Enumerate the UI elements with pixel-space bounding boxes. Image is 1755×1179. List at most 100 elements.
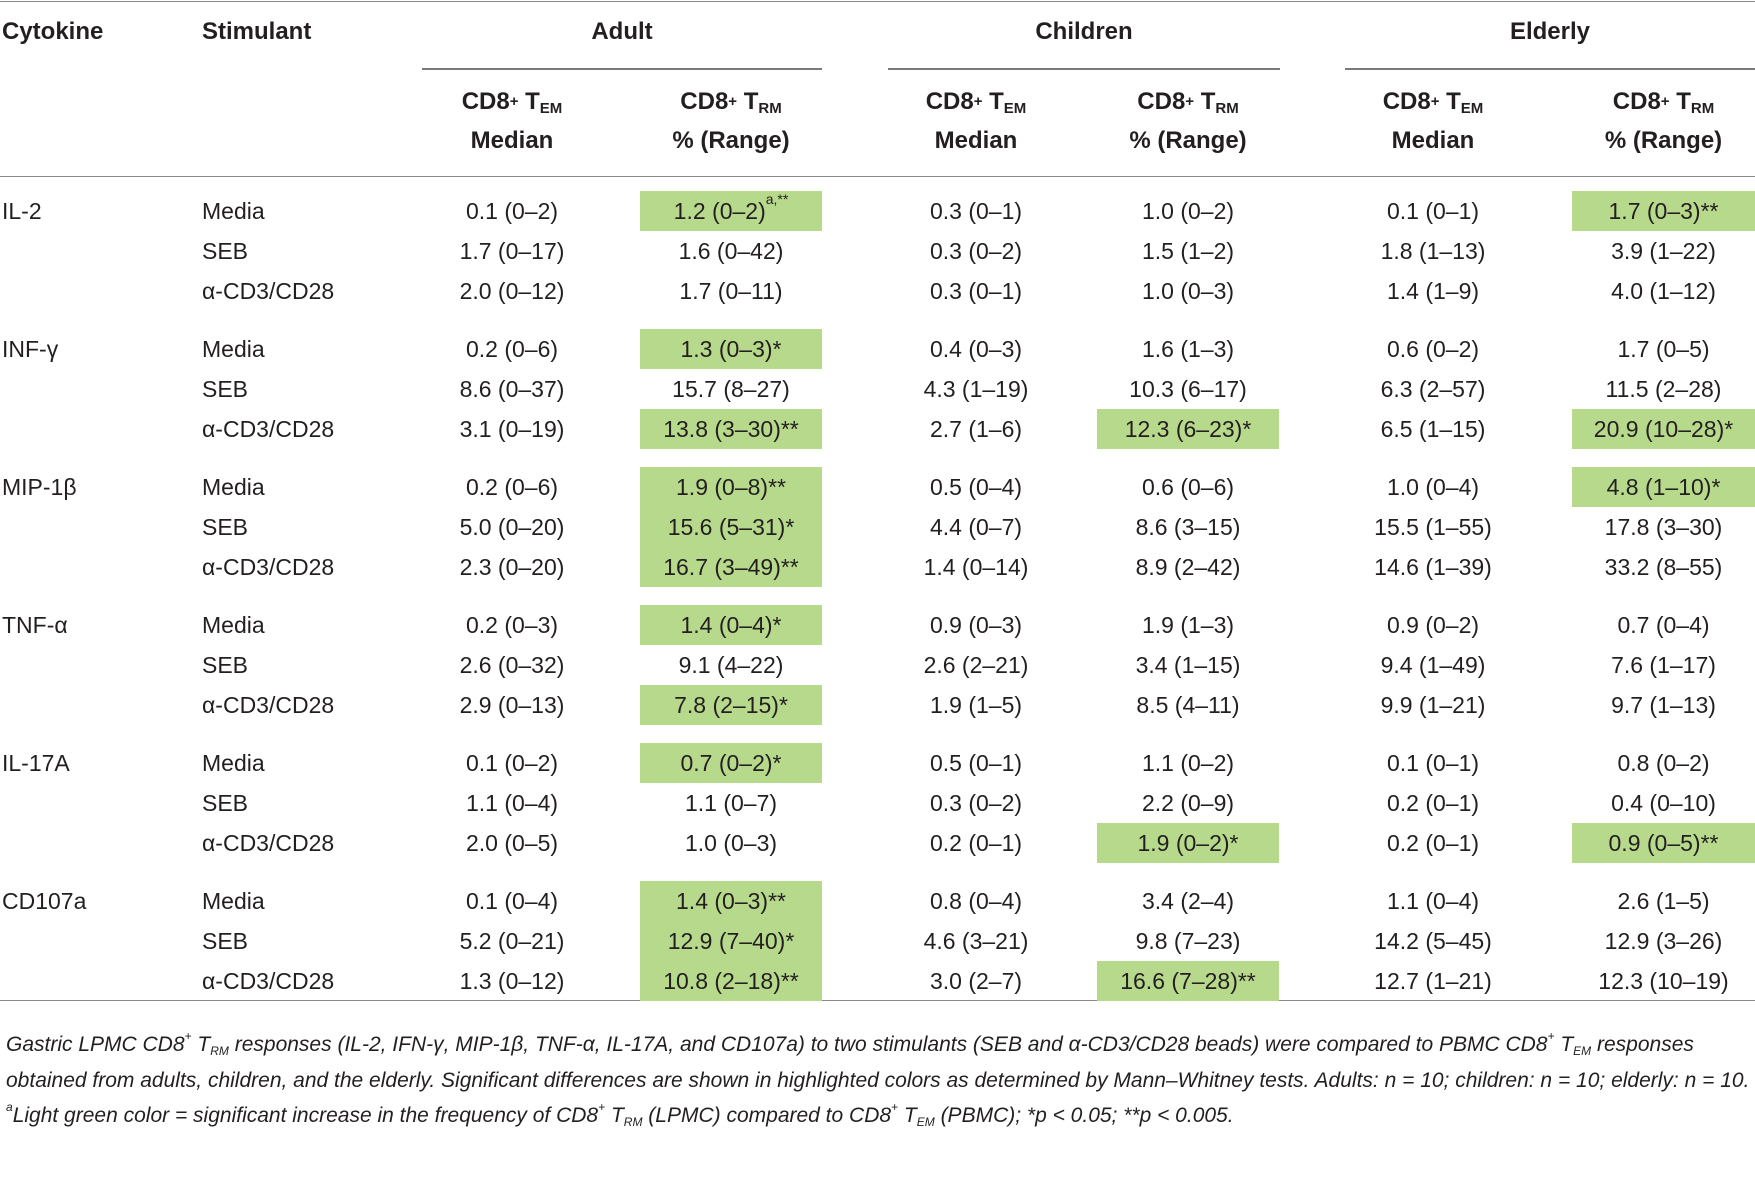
- adult-group-rule: [422, 68, 822, 70]
- subheader-elderly-trm: CD8+ TRM% (Range): [1604, 88, 1723, 154]
- table-cell-elderly-tem: 0.2 (0–1): [1386, 830, 1480, 856]
- header-elderly: Elderly: [1509, 18, 1591, 45]
- subheader-adult-trm: CD8+ TRM% (Range): [672, 88, 790, 154]
- table-cell-adult-trm: 7.8 (2–15)*: [640, 685, 822, 725]
- table-cell-elderly-trm: 0.8 (0–2): [1617, 750, 1710, 776]
- table-cell-children-trm: 1.9 (0–2)*: [1097, 823, 1279, 863]
- table-bottom-rule: [0, 1000, 1755, 1001]
- elderly-group-rule: [1345, 68, 1755, 70]
- stimulant-label: α-CD3/CD28: [202, 968, 335, 994]
- table-cell-adult-trm: 1.0 (0–3): [684, 830, 778, 856]
- table-cell-children-tem: 4.4 (0–7): [929, 514, 1023, 540]
- table-cell-children-trm: 8.5 (4–11): [1136, 692, 1240, 718]
- table-cell-adult-trm: 9.1 (4–22): [678, 652, 784, 678]
- table-cell-children-tem: 0.3 (0–2): [929, 238, 1023, 264]
- table-cell-elderly-tem: 6.3 (2–57): [1380, 376, 1486, 402]
- table-cell-adult-tem: 0.2 (0–6): [465, 336, 559, 362]
- table-cell-children-trm: 1.9 (1–3): [1141, 612, 1235, 638]
- subheader-elderly-tem: CD8+ TEM Median: [1382, 88, 1484, 154]
- table-cell-elderly-tem: 15.5 (1–55): [1374, 514, 1492, 540]
- table-cell-elderly-tem: 1.4 (1–9): [1386, 278, 1480, 304]
- table-cell-adult-tem: 2.0 (0–12): [459, 278, 565, 304]
- table-cell-adult-tem: 0.1 (0–4): [465, 888, 559, 914]
- table-cell-children-tem: 0.5 (0–1): [929, 750, 1023, 776]
- table-footnote: Gastric LPMC CD8+ TRM responses (IL-2, I…: [6, 1028, 1754, 1135]
- table-cell-elderly-trm: 3.9 (1–22): [1611, 238, 1716, 264]
- table-cell-elderly-tem: 9.9 (1–21): [1380, 692, 1486, 718]
- table-cell-adult-tem: 1.7 (0–17): [459, 238, 565, 264]
- table-cell-children-trm: 1.1 (0–2): [1141, 750, 1235, 776]
- stimulant-label: SEB: [202, 652, 249, 678]
- table-cell-adult-tem: 0.1 (0–2): [465, 198, 559, 224]
- table-cell-elderly-tem: 6.5 (1–15): [1380, 416, 1486, 442]
- table-cell-adult-tem: 2.0 (0–5): [465, 830, 559, 856]
- table-cell-children-tem: 0.5 (0–4): [929, 474, 1023, 500]
- table-cell-children-tem: 2.7 (1–6): [929, 416, 1023, 442]
- table-cell-elderly-tem: 1.8 (1–13): [1380, 238, 1486, 264]
- stimulant-label: α-CD3/CD28: [202, 278, 335, 304]
- table-cell-elderly-trm: 11.5 (2–28): [1605, 376, 1722, 402]
- table-cell-adult-tem: 2.9 (0–13): [459, 692, 565, 718]
- cytokine-label: MIP-1β: [2, 474, 77, 500]
- table-cell-children-trm: 10.3 (6–17): [1129, 376, 1247, 402]
- stimulant-label: α-CD3/CD28: [202, 554, 335, 580]
- stimulant-label: α-CD3/CD28: [202, 416, 335, 442]
- table-cell-adult-tem: 0.1 (0–2): [465, 750, 559, 776]
- table-cell-elderly-trm: 12.9 (3–26): [1604, 928, 1723, 954]
- stimulant-label: SEB: [202, 790, 249, 816]
- table-cell-adult-tem: 2.3 (0–20): [459, 554, 565, 580]
- table-cell-elderly-trm: 17.8 (3–30): [1604, 514, 1723, 540]
- table-cell-elderly-trm: 7.6 (1–17): [1611, 652, 1716, 678]
- cytokine-label: CD107a: [2, 888, 87, 914]
- table-cell-elderly-trm: 0.7 (0–4): [1617, 612, 1710, 638]
- table-cell-children-trm: 8.9 (2–42): [1135, 554, 1241, 580]
- table-top-rule: [0, 1, 1755, 2]
- table-cell-adult-trm: 1.4 (0–4)*: [640, 605, 822, 645]
- table-cell-adult-tem: 5.2 (0–21): [459, 928, 565, 954]
- table-cell-adult-trm: 12.9 (7–40)*: [640, 921, 822, 961]
- table-cell-adult-tem: 0.2 (0–3): [465, 612, 559, 638]
- table-cell-children-tem: 0.8 (0–4): [929, 888, 1023, 914]
- table-cell-elderly-trm: 4.0 (1–12): [1611, 278, 1716, 304]
- table-cell-elderly-trm: 1.7 (0–3)**: [1572, 191, 1755, 231]
- table-cell-children-tem: 1.4 (0–14): [923, 554, 1029, 580]
- stimulant-label: Media: [202, 888, 265, 914]
- table-cell-elderly-trm: 12.3 (10–19): [1598, 968, 1729, 994]
- stimulant-label: SEB: [202, 514, 249, 540]
- stimulant-label: SEB: [202, 928, 249, 954]
- table-cell-adult-tem: 3.1 (0–19): [459, 416, 565, 442]
- table-cell-adult-trm: 1.2 (0–2)a,**: [640, 191, 822, 231]
- table-cell-children-tem: 4.3 (1–19): [923, 376, 1029, 402]
- stimulant-label: α-CD3/CD28: [202, 830, 335, 856]
- stimulant-label: SEB: [202, 376, 249, 402]
- table-cell-elderly-tem: 12.7 (1–21): [1374, 968, 1492, 994]
- stimulant-label: α-CD3/CD28: [202, 692, 335, 718]
- table-cell-children-tem: 1.9 (1–5): [929, 692, 1023, 718]
- table-cell-elderly-tem: 0.9 (0–2): [1386, 612, 1480, 638]
- table-cell-children-trm: 1.0 (0–2): [1141, 198, 1235, 224]
- table-cell-children-tem: 4.6 (3–21): [923, 928, 1029, 954]
- table-cell-adult-trm: 1.9 (0–8)**: [640, 467, 822, 507]
- table-cell-adult-trm: 1.1 (0–7): [684, 790, 778, 816]
- table-cell-elderly-tem: 0.1 (0–1): [1386, 750, 1480, 776]
- table-cell-adult-trm: 1.3 (0–3)*: [640, 329, 822, 369]
- table-cell-children-tem: 0.3 (0–2): [929, 790, 1023, 816]
- table-cell-elderly-trm: 33.2 (8–55): [1604, 554, 1723, 580]
- table-cell-elderly-tem: 1.0 (0–4): [1386, 474, 1480, 500]
- table-cell-children-tem: 0.2 (0–1): [929, 830, 1023, 856]
- table-cell-adult-trm: 1.7 (0–11): [679, 278, 783, 304]
- table-cell-adult-trm: 10.8 (2–18)**: [640, 961, 822, 1001]
- table-cell-elderly-tem: 1.1 (0–4): [1386, 888, 1480, 914]
- table-cell-children-trm: 16.6 (7–28)**: [1097, 961, 1279, 1001]
- stimulant-label: Media: [202, 612, 265, 638]
- table-cell-children-trm: 1.0 (0–3): [1141, 278, 1235, 304]
- table-cell-elderly-trm: 4.8 (1–10)*: [1572, 467, 1755, 507]
- stimulant-label: Media: [202, 198, 265, 224]
- footnote-legend: aLight green color = significant increas…: [6, 1100, 1234, 1129]
- header-bottom-rule: [0, 176, 1755, 177]
- table-cell-adult-trm: 1.4 (0–3)**: [640, 881, 822, 921]
- table-cell-elderly-tem: 0.6 (0–2): [1386, 336, 1480, 362]
- table-cell-elderly-tem: 0.1 (0–1): [1386, 198, 1480, 224]
- table-cell-adult-tem: 5.0 (0–20): [459, 514, 565, 540]
- table-cell-adult-trm: 15.7 (8–27): [672, 376, 790, 402]
